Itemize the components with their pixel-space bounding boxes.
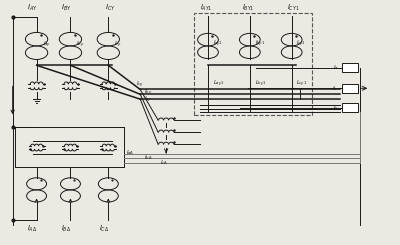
Text: $I_{b}$: $I_{b}$ bbox=[332, 84, 338, 93]
Bar bbox=[342, 103, 358, 112]
Text: $I_{B\Delta}$: $I_{B\Delta}$ bbox=[61, 224, 72, 234]
Bar bbox=[342, 63, 358, 72]
Text: $L_{ay1}$: $L_{ay1}$ bbox=[213, 78, 224, 88]
Text: $I_{CY}$: $I_{CY}$ bbox=[105, 3, 116, 13]
Text: $I_{AY1}$: $I_{AY1}$ bbox=[200, 3, 212, 13]
Text: $I_{C\Delta}$: $I_{C\Delta}$ bbox=[99, 224, 110, 234]
Text: $I_{c}$: $I_{c}$ bbox=[333, 103, 338, 112]
Text: $I_{by}$: $I_{by}$ bbox=[76, 40, 85, 50]
Text: $I_{a\Delta}$: $I_{a\Delta}$ bbox=[126, 148, 135, 157]
Text: $L_{cy1}$: $L_{cy1}$ bbox=[296, 78, 308, 88]
Text: $I_{BY}$: $I_{BY}$ bbox=[61, 3, 72, 13]
Text: $I_{cy}$: $I_{cy}$ bbox=[136, 80, 144, 90]
Text: $I_{ay1}$: $I_{ay1}$ bbox=[213, 38, 223, 49]
Text: $I_{by}$: $I_{by}$ bbox=[144, 88, 153, 98]
Text: $I_{cy}$: $I_{cy}$ bbox=[114, 40, 122, 50]
Text: $I_{A\Delta}$: $I_{A\Delta}$ bbox=[28, 224, 38, 234]
Text: $L_{by1}$: $L_{by1}$ bbox=[255, 78, 266, 88]
Text: $I_{BY1}$: $I_{BY1}$ bbox=[242, 3, 254, 13]
Text: $I_{AY}$: $I_{AY}$ bbox=[27, 3, 38, 13]
Text: $I_{b\Delta}$: $I_{b\Delta}$ bbox=[144, 153, 153, 162]
Text: $I_{c\Delta}$: $I_{c\Delta}$ bbox=[160, 158, 168, 167]
Text: $I_{cy1}$: $I_{cy1}$ bbox=[296, 38, 306, 49]
Text: $I_{ay}$: $I_{ay}$ bbox=[144, 95, 152, 106]
Text: $I_{a}$: $I_{a}$ bbox=[332, 63, 338, 72]
Bar bbox=[342, 84, 358, 93]
Text: $I_{CY1}$: $I_{CY1}$ bbox=[287, 3, 300, 13]
Bar bbox=[194, 13, 312, 115]
Text: $I_{ay}$: $I_{ay}$ bbox=[42, 40, 51, 50]
Text: $I_{by1}$: $I_{by1}$ bbox=[255, 38, 265, 49]
